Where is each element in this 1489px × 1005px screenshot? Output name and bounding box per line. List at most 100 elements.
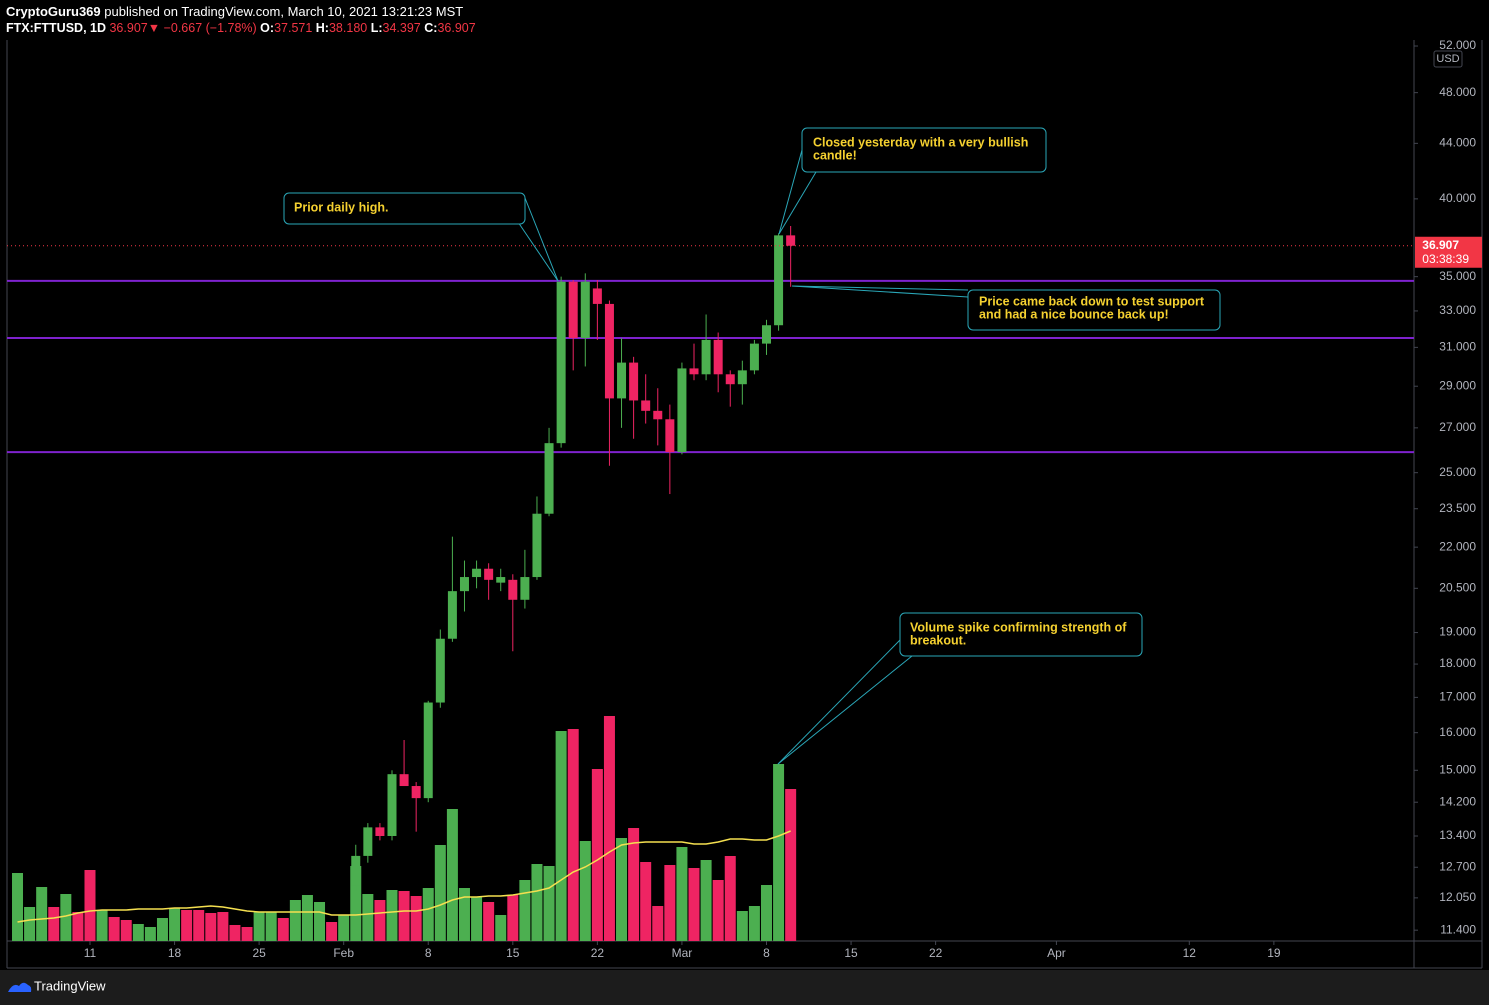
annotation-text: Prior daily high. (294, 200, 388, 214)
y-tick-label: 25.000 (1439, 465, 1476, 479)
volume-bar (48, 907, 60, 941)
volume-bar (96, 910, 108, 941)
y-tick-label: 23.500 (1439, 501, 1476, 515)
x-tick-label: 12 (1183, 946, 1197, 960)
x-tick-label: 11 (84, 946, 97, 960)
volume-bar (640, 862, 652, 941)
x-tick-label: 19 (1267, 946, 1281, 960)
ohlc-key: O: (260, 21, 275, 35)
pointer (791, 285, 969, 298)
candle-body (713, 339, 723, 375)
y-tick-label: 20.500 (1439, 580, 1476, 594)
candle-body (641, 400, 651, 411)
ohlc-value: 36.907 (437, 21, 476, 35)
y-tick-label: 12.050 (1439, 890, 1476, 904)
volume-bar (108, 917, 120, 941)
candle-body (532, 513, 542, 578)
candle-body (725, 374, 735, 385)
candle-body (653, 410, 663, 420)
candle-body (629, 362, 639, 401)
symbol: FTX:FTTUSD, 1D (6, 21, 106, 35)
volume-bar (434, 845, 446, 941)
volume-ma (17, 830, 791, 923)
candle-body (447, 591, 457, 639)
x-tick-label: 25 (252, 946, 266, 960)
y-tick-label: 12.700 (1439, 859, 1476, 873)
volume-bar (785, 789, 797, 941)
annotation: Price came back down to test support and… (967, 289, 1221, 331)
volume-bar (253, 912, 265, 941)
volume-bar (712, 880, 724, 941)
candle-body (520, 577, 530, 600)
volume-bar (410, 896, 422, 941)
annotation-text: candle! (813, 148, 857, 162)
volume-bar (422, 888, 434, 941)
candle-body (689, 368, 699, 375)
volume-bar (483, 902, 495, 941)
candle-body (399, 774, 409, 787)
volume-bar (84, 870, 96, 941)
x-tick-label: Feb (333, 946, 354, 960)
x-tick-label: 8 (763, 946, 770, 960)
x-tick-label: 18 (168, 946, 182, 960)
volume-bar (350, 866, 362, 941)
candle-body (677, 368, 687, 453)
volume-bar (724, 856, 736, 941)
candle-body (351, 855, 361, 886)
x-tick-label: 22 (929, 946, 943, 960)
candle-body (701, 339, 711, 375)
volume-bar (471, 897, 483, 941)
volume-bar (628, 828, 640, 941)
volume-bar (120, 920, 132, 941)
volume-bar (748, 906, 760, 941)
countdown-label: 03:38:39 (1422, 252, 1469, 266)
volume-bar (169, 908, 181, 941)
pointer (524, 197, 559, 282)
pointer (517, 221, 559, 282)
candle-body (592, 288, 602, 304)
last-price: 36.907 (109, 21, 148, 35)
y-tick-label: 40.000 (1439, 191, 1476, 205)
header-line: FTX:FTTUSD, 1D 36.907▼ −0.667 (−1.78%) O… (6, 21, 476, 35)
volume-bar (338, 915, 350, 941)
candle-body (580, 281, 590, 339)
volume-bar (603, 716, 615, 941)
unit-box (1433, 50, 1463, 68)
ohlc-value: 38.180 (328, 21, 368, 35)
x-tick-label: Mar (672, 946, 693, 960)
volume-bar (591, 769, 603, 941)
candle-body (459, 577, 469, 592)
y-tick-label: 18.000 (1439, 656, 1476, 670)
volume-bar (507, 895, 519, 941)
y-tick-label: 22.000 (1439, 539, 1476, 553)
x-tick-label: 15 (506, 946, 520, 960)
volume-bar (289, 900, 301, 941)
x-tick-label: 15 (844, 946, 858, 960)
annotation: Closed yesterday with a very bullish can… (801, 127, 1047, 173)
volume-bar (144, 927, 156, 941)
ohlc-value: 34.397 (382, 21, 421, 35)
annotation-box (801, 127, 1047, 173)
candle-body (496, 577, 506, 583)
volume-bar (24, 907, 36, 941)
pointer (778, 171, 817, 235)
candle-body (786, 235, 796, 246)
volume-bar (72, 912, 84, 941)
y-tick-label: 14.200 (1439, 794, 1476, 808)
candle-body (568, 281, 578, 339)
change: ▼ −0.667 (−1.78%) (147, 21, 257, 35)
candle-body (749, 343, 759, 371)
y-tick-label: 35.000 (1439, 269, 1476, 283)
candle-body (617, 362, 627, 399)
candle-body (484, 568, 494, 580)
y-tick-label: 52.000 (1439, 38, 1476, 52)
volume-bar (362, 894, 374, 941)
y-tick-label: 27.000 (1439, 420, 1476, 434)
candle-body (423, 702, 433, 799)
annotations: Prior daily high. Closed yesterday with … (283, 127, 1221, 765)
volume-bar (277, 918, 289, 941)
y-tick-label: 31.000 (1439, 340, 1476, 354)
plot (7, 225, 1414, 941)
annotation-text: and had a nice bounce back up! (979, 307, 1169, 321)
